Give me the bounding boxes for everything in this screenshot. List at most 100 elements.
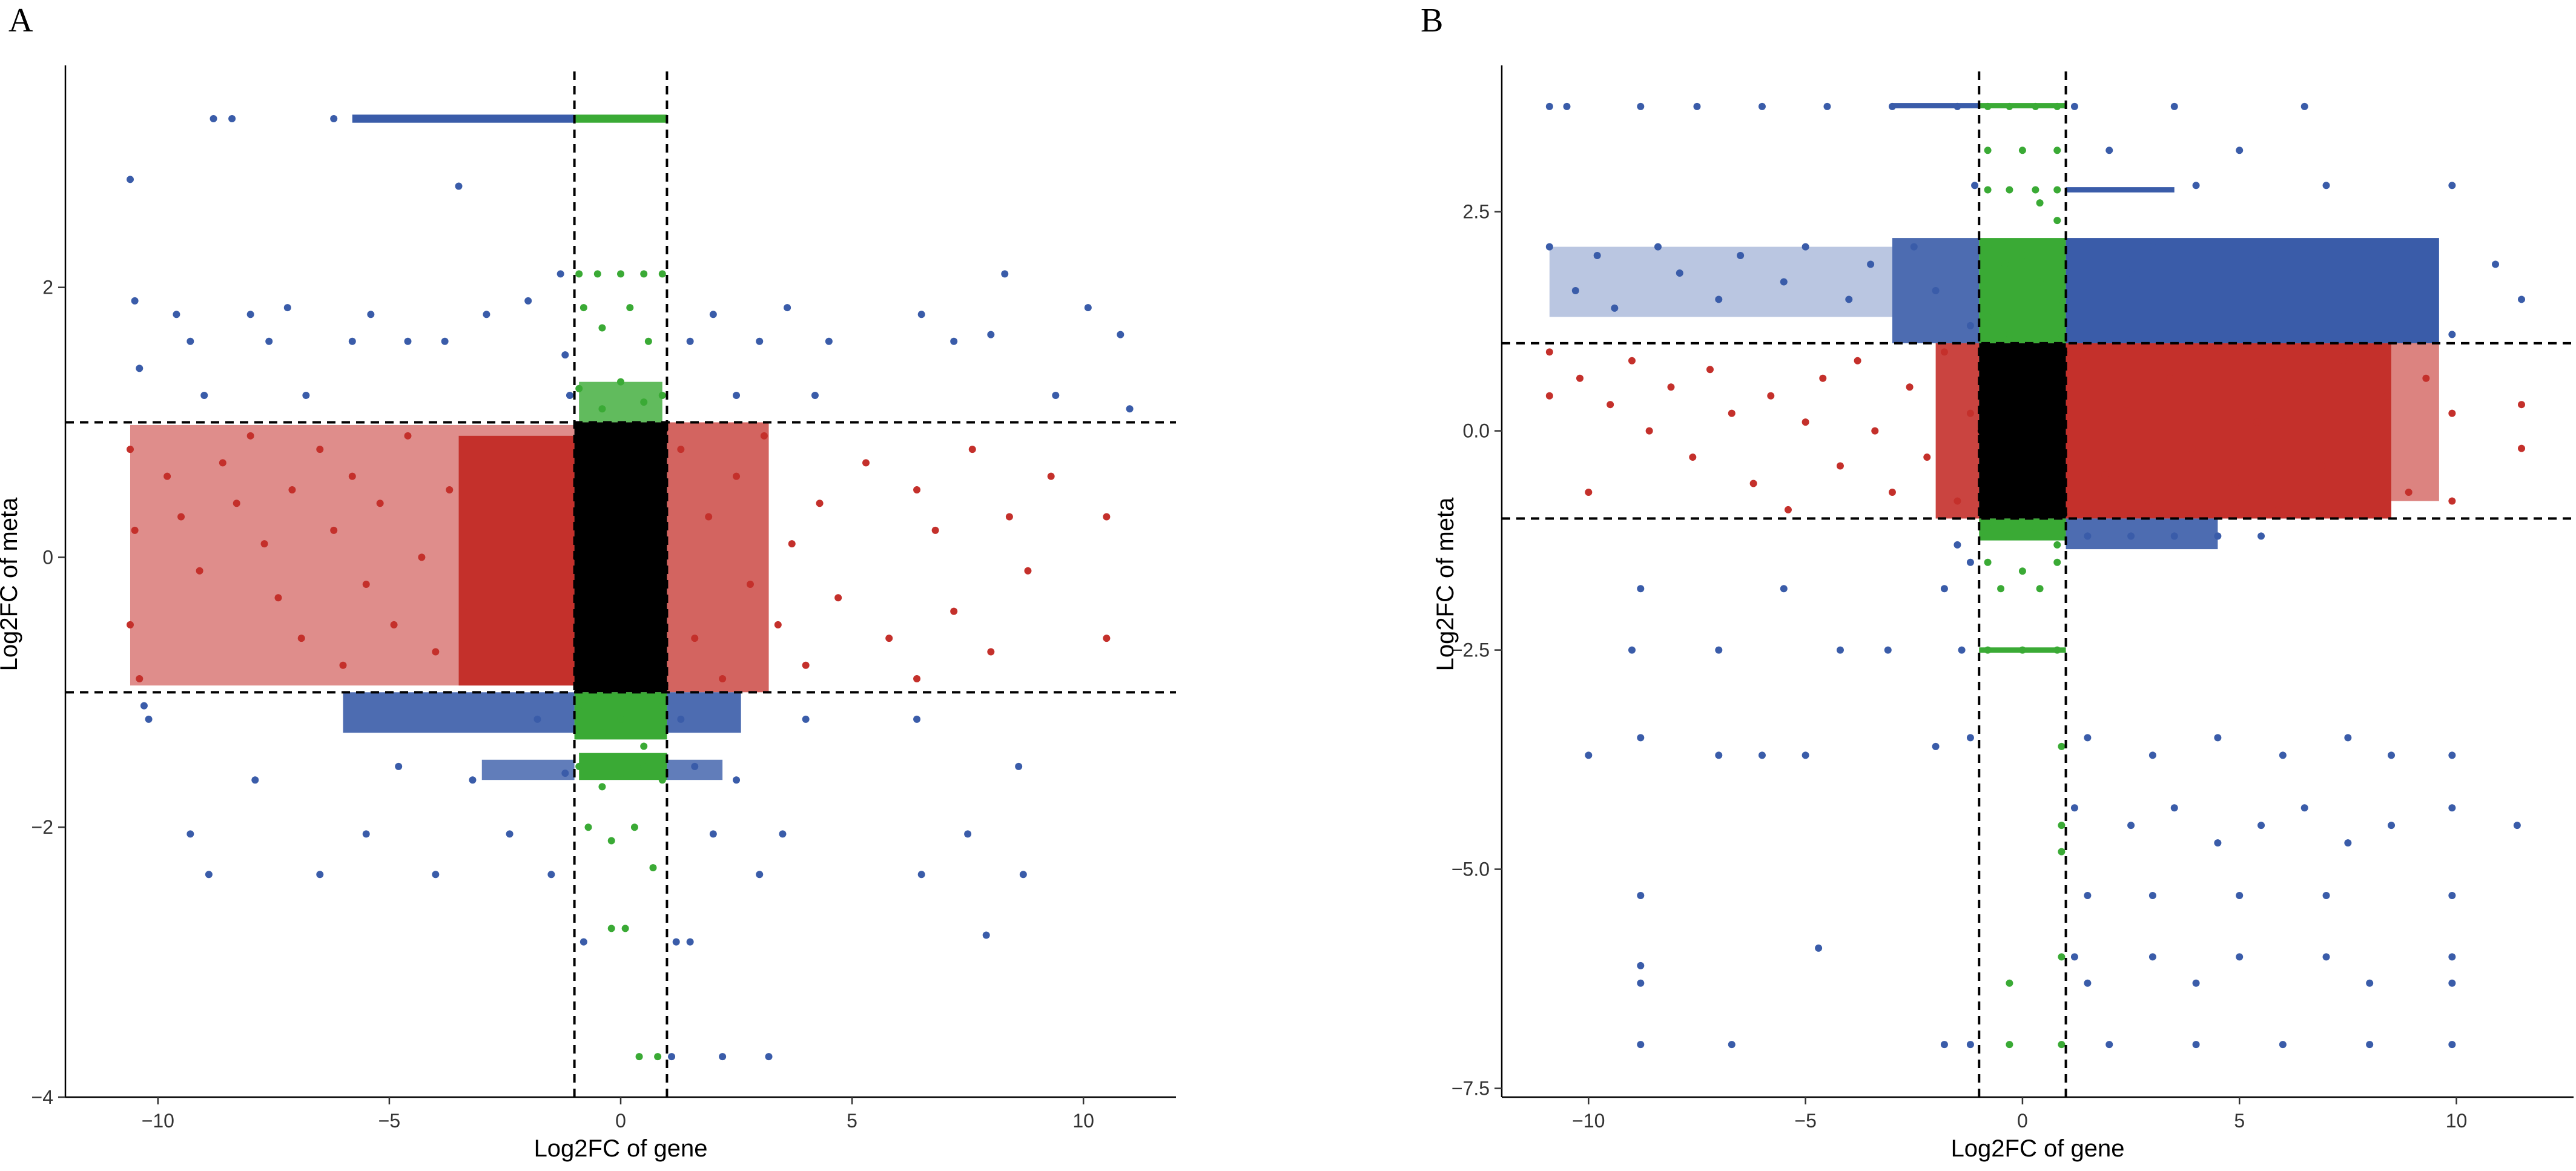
point-both-sig (709, 311, 717, 318)
point-none-sig (2001, 431, 2009, 439)
x-axis-title: Log2FC of gene (1951, 1135, 2125, 1162)
point-none-sig (2058, 383, 2066, 391)
point-meta-sig-only (2058, 1041, 2066, 1049)
y-tick-label: 0.0 (1463, 420, 1490, 442)
point-both-sig (483, 311, 490, 318)
point-meta-sig-only (575, 762, 583, 770)
point-both-sig (677, 715, 685, 723)
density-band-gene-sig-only (2066, 343, 2392, 519)
point-none-sig (2058, 466, 2066, 474)
point-gene-sig-only (2448, 409, 2456, 417)
point-both-sig (362, 830, 370, 838)
point-both-sig (2448, 331, 2456, 338)
y-axis-title: Log2FC of meta (1432, 497, 1459, 671)
point-both-sig (917, 311, 925, 318)
point-both-sig (506, 830, 514, 838)
point-gene-sig-only (1545, 348, 1553, 356)
density-band-both-sig (1549, 246, 1892, 317)
point-both-sig (2257, 252, 2265, 260)
point-meta-sig-only (654, 1053, 662, 1061)
point-gene-sig-only (2518, 401, 2526, 409)
point-none-sig (617, 425, 624, 433)
point-gene-sig-only (987, 648, 995, 656)
point-both-sig (1693, 102, 1701, 110)
point-both-sig (1940, 585, 1948, 593)
point-both-sig (460, 115, 467, 123)
point-meta-sig-only (644, 337, 652, 345)
point-gene-sig-only (246, 432, 254, 440)
point-both-sig (709, 830, 717, 838)
point-both-sig (1737, 252, 1745, 260)
density-band-both-sig (343, 692, 575, 733)
point-both-sig (733, 776, 741, 784)
point-gene-sig-only (126, 621, 134, 628)
point-none-sig (2001, 344, 2009, 352)
x-tick-label: −5 (1794, 1110, 1816, 1132)
point-none-sig (575, 425, 583, 433)
point-both-sig (1953, 102, 1961, 110)
point-meta-sig-only (2058, 742, 2066, 750)
point-both-sig (2084, 532, 2092, 540)
point-gene-sig-only (274, 594, 282, 602)
density-band-both-sig (1892, 103, 1980, 108)
point-none-sig (1980, 510, 1987, 518)
point-both-sig (210, 115, 217, 123)
point-meta-sig-only (617, 770, 624, 777)
point-none-sig (626, 560, 634, 568)
point-both-sig (784, 304, 791, 312)
point-meta-sig-only (617, 270, 624, 278)
point-meta-sig-only (2053, 558, 2061, 566)
point-both-sig (2148, 953, 2156, 961)
point-both-sig (1867, 260, 1875, 268)
point-gene-sig-only (2253, 418, 2261, 426)
x-tick-label: 5 (847, 1110, 857, 1132)
point-meta-sig-only (1984, 147, 1992, 154)
point-both-sig (2279, 1041, 2287, 1049)
point-both-sig (2084, 891, 2092, 899)
point-both-sig (1715, 646, 1723, 654)
y-tick-label: 2 (42, 277, 53, 299)
point-both-sig (2148, 243, 2156, 251)
point-gene-sig-only (2518, 444, 2526, 452)
point-meta-sig-only (640, 270, 648, 278)
point-meta-sig-only (658, 776, 666, 784)
point-gene-sig-only (446, 486, 454, 493)
point-gene-sig-only (2144, 497, 2152, 505)
panel-label-a: A (8, 2, 33, 39)
point-gene-sig-only (1689, 454, 1697, 461)
point-gene-sig-only (931, 526, 939, 534)
point-meta-sig-only (2058, 953, 2066, 961)
x-axis-title: Log2FC of gene (534, 1135, 708, 1162)
point-gene-sig-only (362, 581, 370, 588)
point-both-sig (1563, 102, 1571, 110)
point-meta-sig-only (575, 384, 583, 392)
point-both-sig (561, 770, 569, 777)
point-gene-sig-only (885, 635, 893, 642)
point-meta-sig-only (598, 405, 606, 413)
point-both-sig (1715, 751, 1723, 759)
y-tick-label: 2.5 (1463, 201, 1490, 223)
y-tick-label: −4 (31, 1086, 53, 1108)
point-meta-sig-only (2053, 186, 2061, 194)
point-both-sig (1802, 243, 1809, 251)
point-meta-sig-only (658, 391, 666, 399)
point-both-sig (348, 337, 356, 345)
point-both-sig (2236, 891, 2244, 899)
point-gene-sig-only (733, 472, 741, 480)
point-meta-sig-only (2053, 541, 2061, 549)
point-meta-sig-only (2032, 186, 2039, 194)
point-both-sig (580, 938, 587, 946)
point-meta-sig-only (1984, 313, 1992, 321)
point-meta-sig-only (580, 304, 587, 312)
scatter-chart-b: −10 −5 0 5 10 −7.5 −5.0 −2.5 0.0 2.5 Log2FC of gen… (1432, 65, 2574, 1162)
point-meta-sig-only (2036, 199, 2044, 207)
point-gene-sig-only (1888, 488, 1896, 496)
point-none-sig (598, 547, 606, 555)
point-meta-sig-only (617, 115, 624, 123)
point-meta-sig-only (2018, 646, 2026, 654)
point-meta-sig-only (658, 270, 666, 278)
point-meta-sig-only (658, 702, 666, 710)
point-meta-sig-only (598, 729, 606, 737)
point-gene-sig-only (760, 432, 768, 440)
point-gene-sig-only (802, 661, 810, 669)
